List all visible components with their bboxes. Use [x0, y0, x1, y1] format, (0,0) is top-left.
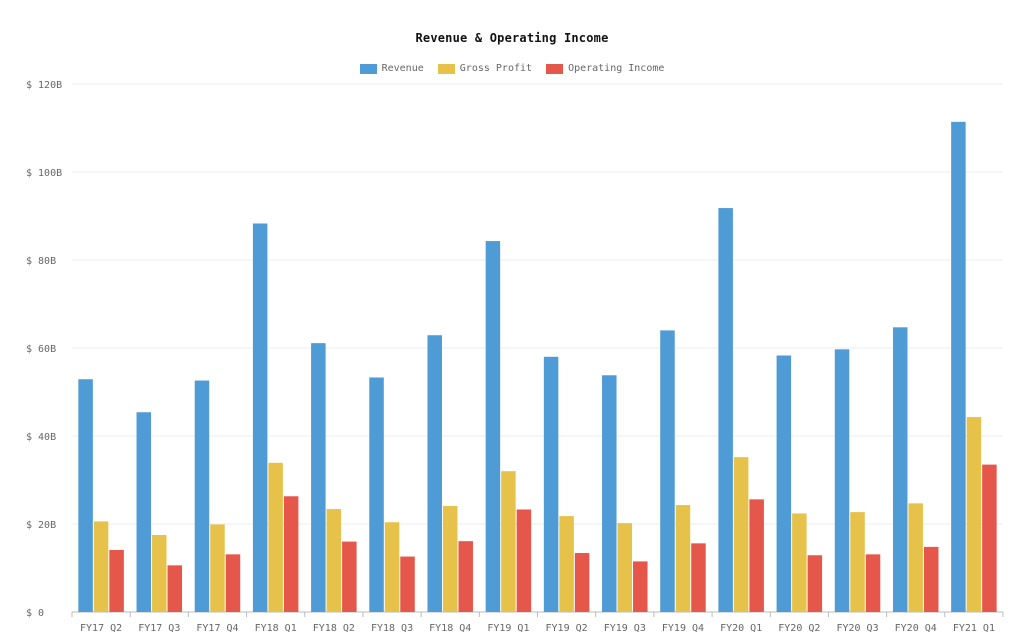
y-tick-label: $ 0 [26, 608, 44, 619]
legend: Revenue Gross Profit Operating Income [0, 63, 1024, 77]
legend-label-gross-profit: Gross Profit [459, 63, 533, 74]
x-tick-label: FY18 Q4 [429, 623, 471, 634]
y-tick-label: $ 100B [26, 168, 62, 179]
bar-gross-profit [792, 513, 807, 612]
bar-gross-profit [908, 503, 923, 612]
bar-gross-profit [384, 522, 400, 612]
x-tick-label: FY18 Q1 [255, 623, 297, 634]
bar-operating-income [574, 553, 590, 612]
bar-revenue [776, 355, 792, 612]
legend-item-operating-income[interactable]: Operating Income [546, 63, 664, 74]
bar-gross-profit [675, 505, 691, 612]
bar-operating-income [865, 554, 881, 612]
chart-title: Revenue & Operating Income [415, 31, 609, 45]
x-tick-label: FY21 Q1 [953, 623, 995, 634]
bar-revenue [951, 121, 966, 612]
x-tick-label: FY20 Q3 [836, 623, 878, 634]
bar-operating-income [458, 541, 473, 612]
bar-operating-income [283, 496, 299, 612]
legend-label-operating-income: Operating Income [568, 63, 665, 74]
x-tick-label: FY20 Q4 [895, 623, 937, 634]
legend-item-gross-profit[interactable]: Gross Profit [437, 63, 533, 74]
bar-gross-profit [733, 457, 749, 612]
y-tick-label: $ 120B [26, 80, 62, 91]
bar-revenue [892, 327, 908, 612]
y-tick-label: $ 60B [26, 344, 56, 355]
x-tick-label: FY19 Q2 [546, 623, 588, 634]
bar-gross-profit [966, 417, 982, 612]
bar-revenue [427, 335, 442, 612]
bar-revenue [311, 343, 326, 612]
bar-operating-income [749, 499, 764, 612]
bar-operating-income [807, 555, 823, 612]
bar-revenue [602, 375, 617, 612]
y-tick-label: $ 80B [26, 256, 56, 267]
x-tick-label: FY20 Q1 [720, 623, 762, 634]
bar-gross-profit [559, 516, 574, 612]
bar-operating-income [633, 561, 648, 612]
legend-swatch-operating-income [546, 63, 564, 74]
bar-revenue [660, 330, 675, 612]
bar-revenue [369, 377, 384, 612]
bar-gross-profit [326, 509, 342, 612]
bar-operating-income [167, 565, 183, 612]
bar-gross-profit [210, 524, 225, 612]
bar-gross-profit [93, 521, 109, 612]
bar-gross-profit [501, 471, 516, 612]
y-tick-label: $ 20B [26, 520, 56, 531]
bar-revenue [252, 223, 268, 613]
x-tick-label: FY19 Q1 [487, 623, 529, 634]
legend-label-revenue: Revenue [381, 63, 424, 74]
bar-operating-income [109, 549, 124, 612]
bar-gross-profit [268, 462, 283, 612]
bar-operating-income [400, 556, 415, 612]
x-tick-label: FY19 Q3 [604, 623, 646, 634]
x-tick-label: FY17 Q2 [80, 623, 122, 634]
x-tick-label: FY17 Q4 [196, 623, 238, 634]
bar-operating-income [225, 554, 241, 612]
bar-operating-income [982, 464, 997, 612]
bar-gross-profit [152, 535, 167, 612]
bar-operating-income [516, 509, 532, 612]
bar-revenue [718, 208, 733, 612]
bar-revenue [543, 356, 559, 612]
bar-revenue [194, 380, 210, 612]
bar-operating-income [342, 541, 357, 612]
x-tick-label: FY18 Q3 [371, 623, 413, 634]
x-tick-label: FY20 Q2 [778, 623, 820, 634]
bar-gross-profit [617, 523, 633, 612]
bar-revenue [834, 349, 850, 612]
x-tick-label: FY18 Q2 [313, 623, 355, 634]
bar-revenue [485, 241, 501, 612]
legend-item-revenue[interactable]: Revenue [359, 63, 424, 74]
legend-swatch-revenue [359, 63, 377, 74]
x-tick-label: FY19 Q4 [662, 623, 704, 634]
legend-swatch-gross-profit [437, 63, 455, 74]
bar-operating-income [923, 546, 939, 612]
bar-gross-profit [850, 512, 865, 612]
bar-gross-profit [442, 505, 458, 612]
x-tick-label: FY17 Q3 [138, 623, 180, 634]
bar-operating-income [691, 543, 706, 612]
y-tick-label: $ 40B [26, 432, 56, 443]
bar-revenue [78, 379, 93, 612]
bar-revenue [136, 412, 152, 612]
